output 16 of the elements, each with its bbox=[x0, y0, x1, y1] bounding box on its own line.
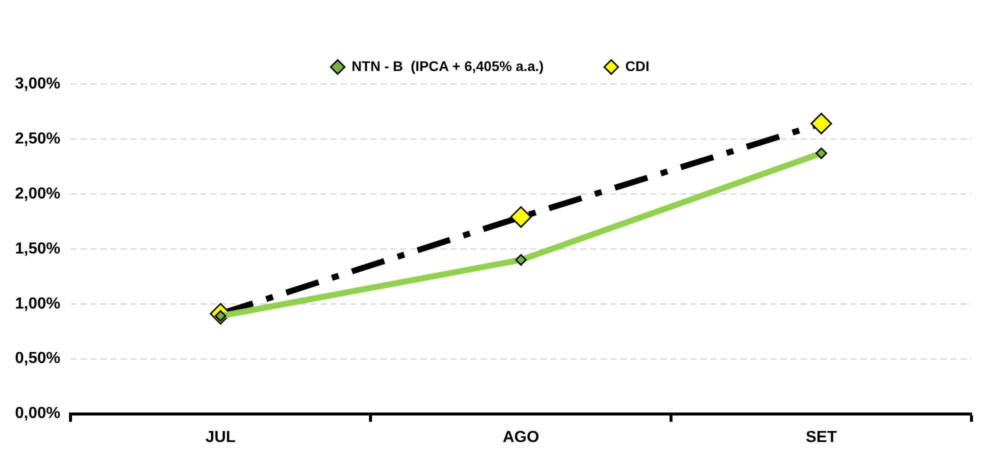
point bbox=[515, 254, 527, 266]
y-tick-label: 0,50% bbox=[14, 350, 60, 368]
y-tick-label: 3,00% bbox=[14, 75, 60, 92]
point bbox=[510, 206, 532, 228]
point bbox=[816, 148, 828, 160]
y-tick-label: 2,00% bbox=[14, 185, 60, 202]
x-tick-label: JUL bbox=[205, 428, 236, 446]
y-tick-label: 2,50% bbox=[14, 130, 60, 148]
legend-label: CDI bbox=[625, 58, 650, 74]
y-tick-label: 0,00% bbox=[14, 405, 60, 422]
y-tick-label: 1,50% bbox=[14, 240, 60, 258]
point bbox=[810, 112, 832, 134]
legend-label: NTN - B (IPCA + 6,405% a.a.) bbox=[352, 58, 544, 74]
x-tick-label: SET bbox=[806, 428, 838, 446]
x-tick-label: AGO bbox=[502, 428, 540, 446]
y-tick-label: 1,00% bbox=[14, 295, 60, 312]
